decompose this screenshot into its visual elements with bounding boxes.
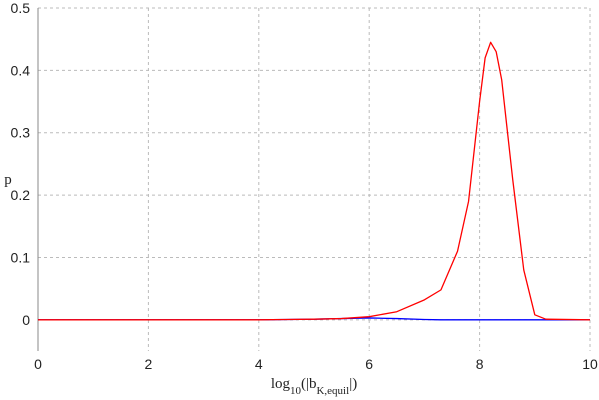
x-axis-label: log10(|bK,equil|): [271, 376, 357, 397]
x-tick-label: 6: [365, 356, 373, 372]
x-label-part: |): [349, 376, 357, 392]
x-tick-label: 4: [255, 356, 263, 372]
y-tick-label: 0.5: [11, 0, 31, 16]
x-tick-label: 8: [476, 356, 484, 372]
x-tick-label: 0: [34, 356, 42, 372]
y-tick-label: 0.4: [11, 62, 31, 78]
y-axis-label: p: [4, 172, 12, 188]
x-label-part: 10: [290, 385, 302, 397]
y-tick-label: 0: [22, 312, 30, 328]
y-tick-label: 0.3: [11, 125, 31, 141]
y-tick-label: 0.2: [11, 187, 31, 203]
x-tick-label: 2: [145, 356, 153, 372]
x-tick-label: 10: [582, 356, 598, 372]
x-label-part: log: [271, 376, 291, 392]
data-line: [38, 41, 591, 321]
x-label-part: K,equil: [316, 385, 349, 397]
y-tick-label: 0.1: [11, 249, 31, 265]
x-label-part: (|b: [301, 376, 317, 392]
